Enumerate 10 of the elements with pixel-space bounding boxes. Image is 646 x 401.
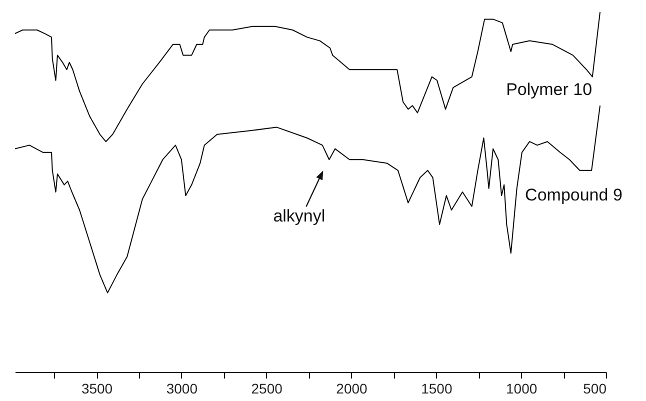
x-tick-label: 2500 (251, 380, 283, 396)
x-tick-label: 500 (583, 380, 607, 396)
annotation: alkynyl (273, 206, 326, 226)
x-tick-label: 3500 (81, 380, 113, 396)
x-tick-label: 2000 (336, 380, 368, 396)
x-tick-label: 1000 (506, 380, 538, 396)
x-tick-label: 1500 (421, 380, 452, 396)
series-label: Polymer 10 (506, 80, 592, 99)
x-tick-label: 3000 (166, 380, 198, 396)
series-label: Compound 9 (525, 186, 622, 205)
